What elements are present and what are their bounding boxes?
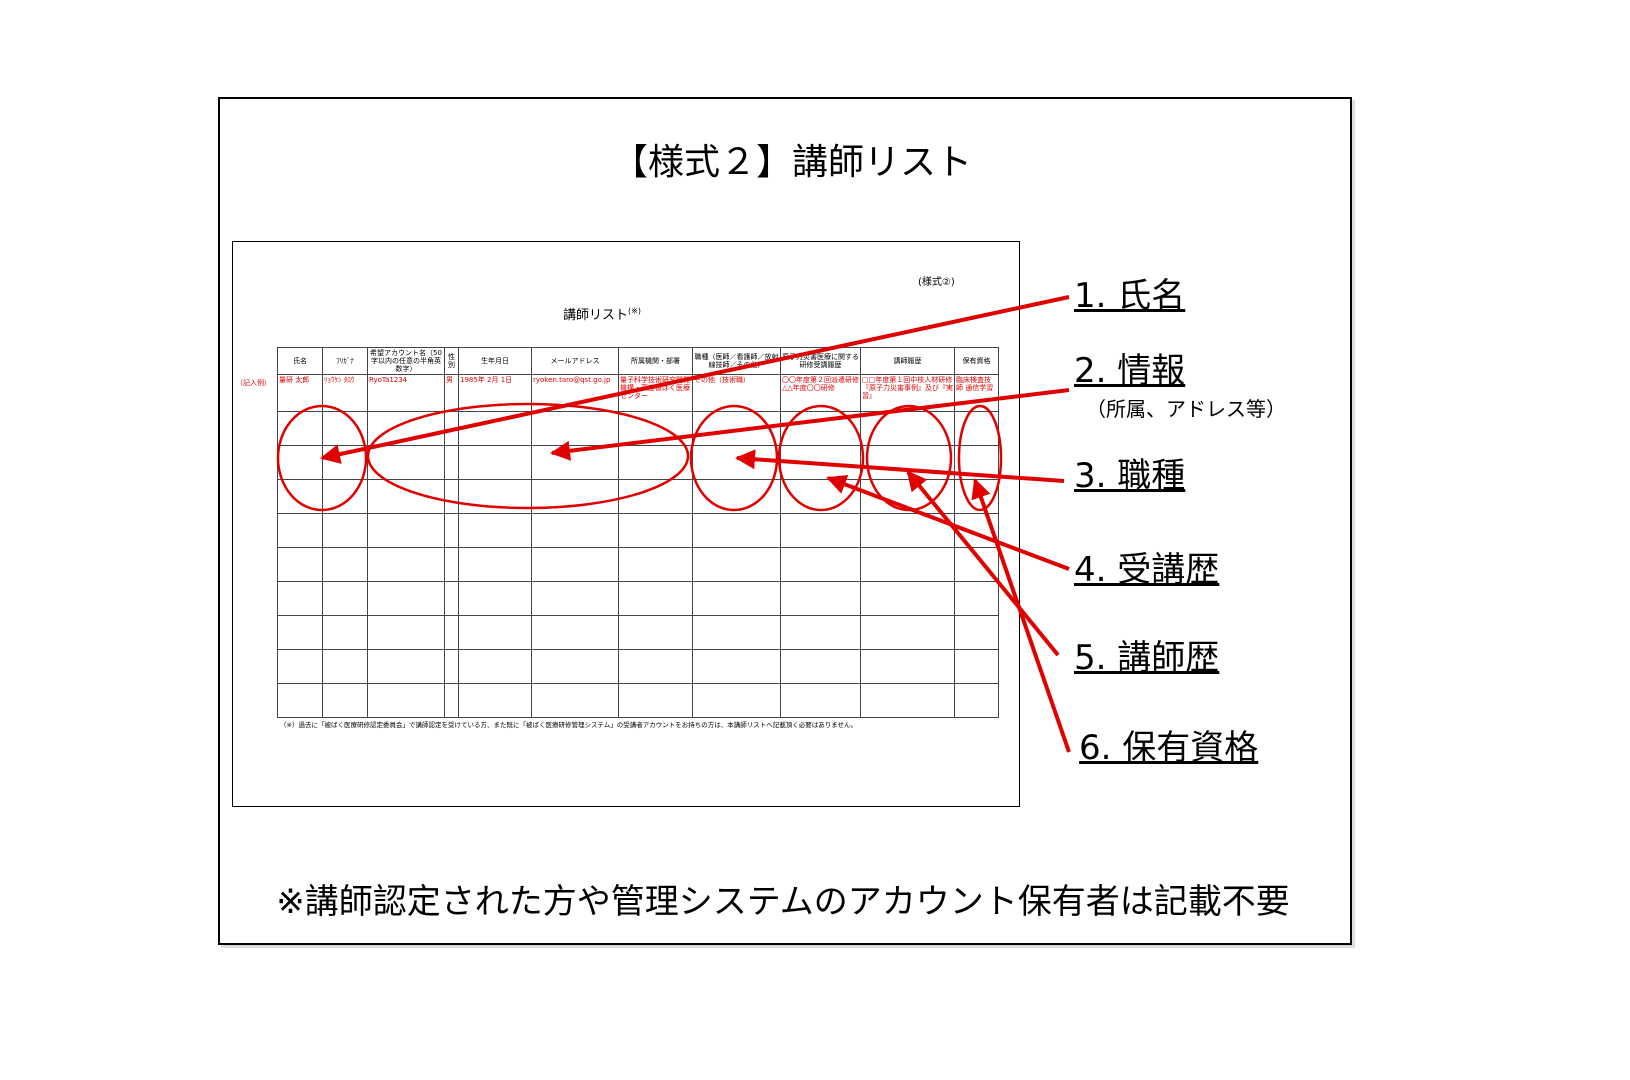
form-image — [232, 241, 1020, 807]
empty-cell — [531, 581, 619, 617]
empty-cell — [531, 683, 619, 719]
highlight-ellipse — [689, 404, 779, 512]
header-cell: 生年月日 — [458, 346, 532, 376]
arrow — [735, 449, 1065, 483]
empty-cell — [692, 615, 781, 651]
header-cell: 所属機関・部署 — [618, 346, 693, 376]
empty-cell — [277, 445, 323, 481]
empty-row — [277, 547, 999, 583]
empty-cell — [860, 649, 955, 685]
empty-cell — [954, 683, 999, 719]
header-cell: 講師履歴 — [860, 346, 955, 376]
empty-cell — [860, 683, 955, 719]
callout-sublabel: （所属、アドレス等） — [1086, 397, 1286, 421]
empty-cell — [780, 615, 861, 651]
header-row: 氏名 ﾌﾘｶﾞﾅ 希望アカウント名（50字以内の任意の半角英数字） 性別 生年月日 メール… — [277, 346, 999, 376]
arrow — [971, 478, 1071, 753]
empty-row — [277, 683, 999, 719]
empty-cell — [458, 615, 532, 651]
form-footnote: （※）過去に「被ばく医療研修認定委員会」で講師認定を受けている方、また既に「被ば… — [280, 721, 858, 729]
header-cell: 性別 — [444, 346, 459, 376]
example-label: （記入例） — [236, 379, 271, 387]
empty-cell — [277, 683, 323, 719]
header-cell: 保有資格 — [954, 346, 999, 376]
callout-label: 6. 保有資格 — [1079, 728, 1259, 768]
empty-cell — [322, 649, 368, 685]
slide-title: 【様式２】講師リスト — [611, 142, 972, 183]
form-title: 講師リスト(※) — [563, 304, 641, 323]
empty-cell — [692, 649, 781, 685]
callout-label: 2. 情報 — [1074, 351, 1186, 391]
callout-label: 5. 講師歴 — [1074, 638, 1220, 678]
empty-cell — [692, 683, 781, 719]
empty-cell — [322, 683, 368, 719]
empty-cell — [780, 547, 861, 583]
empty-cell — [780, 513, 861, 549]
empty-cell — [277, 581, 323, 617]
empty-row — [277, 615, 999, 651]
slide-frame — [218, 97, 1352, 945]
highlight-ellipse — [865, 404, 953, 512]
arrow — [320, 295, 1070, 464]
empty-row — [277, 479, 999, 515]
empty-cell — [367, 615, 445, 651]
example-row: 量研 太郎 ﾘｮｳｹﾝ ﾀﾛｳ RyoTa1234 男 1985年 2月 1日 ryoke… — [277, 374, 999, 413]
empty-cell — [780, 683, 861, 719]
form-title-text: 講師リスト — [563, 308, 629, 323]
callout-label: 4. 受講歴 — [1074, 550, 1220, 590]
callout-label: 1. 氏名 — [1074, 276, 1186, 316]
form-label: (様式②) — [918, 277, 955, 288]
empty-cell — [277, 513, 323, 549]
arrow — [550, 388, 1070, 461]
arrow — [906, 470, 1060, 657]
empty-cell — [860, 411, 955, 447]
highlight-ellipse — [276, 404, 368, 512]
empty-cell — [531, 615, 619, 651]
empty-cell — [367, 683, 445, 719]
empty-cell — [322, 581, 368, 617]
empty-cell — [458, 513, 532, 549]
highlight-ellipse — [957, 404, 1003, 512]
empty-cell — [618, 513, 693, 549]
header-cell: 氏名 — [277, 346, 323, 376]
empty-row — [277, 581, 999, 617]
footer-note: ※講師認定された方や管理システムのアカウント保有者は記載不要 — [276, 882, 1290, 922]
form-table: 氏名 ﾌﾘｶﾞﾅ 希望アカウント名（50字以内の任意の半角英数字） 性別 生年月日 メール… — [277, 346, 999, 719]
highlight-ellipse — [366, 402, 690, 510]
header-cell: メールアドレス — [531, 346, 619, 376]
callout-label: 3. 職種 — [1074, 456, 1186, 496]
empty-cell — [458, 547, 532, 583]
empty-cell — [618, 615, 693, 651]
empty-cell — [618, 683, 693, 719]
form-title-note: (※) — [628, 306, 641, 316]
highlight-ellipse — [777, 404, 865, 512]
empty-cell — [954, 581, 999, 617]
